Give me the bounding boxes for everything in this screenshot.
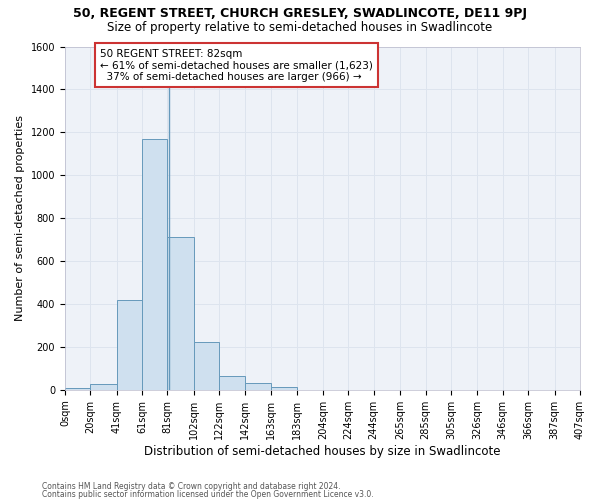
- Text: Size of property relative to semi-detached houses in Swadlincote: Size of property relative to semi-detach…: [107, 22, 493, 35]
- Bar: [90, 384, 117, 390]
- Bar: [220, 376, 245, 390]
- Text: 50, REGENT STREET, CHURCH GRESLEY, SWADLINCOTE, DE11 9PJ: 50, REGENT STREET, CHURCH GRESLEY, SWADL…: [73, 8, 527, 20]
- Bar: [65, 388, 90, 390]
- Text: Contains HM Land Registry data © Crown copyright and database right 2024.: Contains HM Land Registry data © Crown c…: [42, 482, 341, 491]
- Bar: [117, 300, 142, 390]
- Bar: [142, 139, 167, 390]
- Bar: [167, 238, 194, 390]
- Bar: [194, 342, 220, 390]
- Y-axis label: Number of semi-detached properties: Number of semi-detached properties: [15, 115, 25, 321]
- X-axis label: Distribution of semi-detached houses by size in Swadlincote: Distribution of semi-detached houses by …: [144, 444, 501, 458]
- Bar: [271, 386, 296, 390]
- Bar: [245, 384, 271, 390]
- Text: Contains public sector information licensed under the Open Government Licence v3: Contains public sector information licen…: [42, 490, 374, 499]
- Text: 50 REGENT STREET: 82sqm
← 61% of semi-detached houses are smaller (1,623)
  37% : 50 REGENT STREET: 82sqm ← 61% of semi-de…: [100, 48, 373, 82]
